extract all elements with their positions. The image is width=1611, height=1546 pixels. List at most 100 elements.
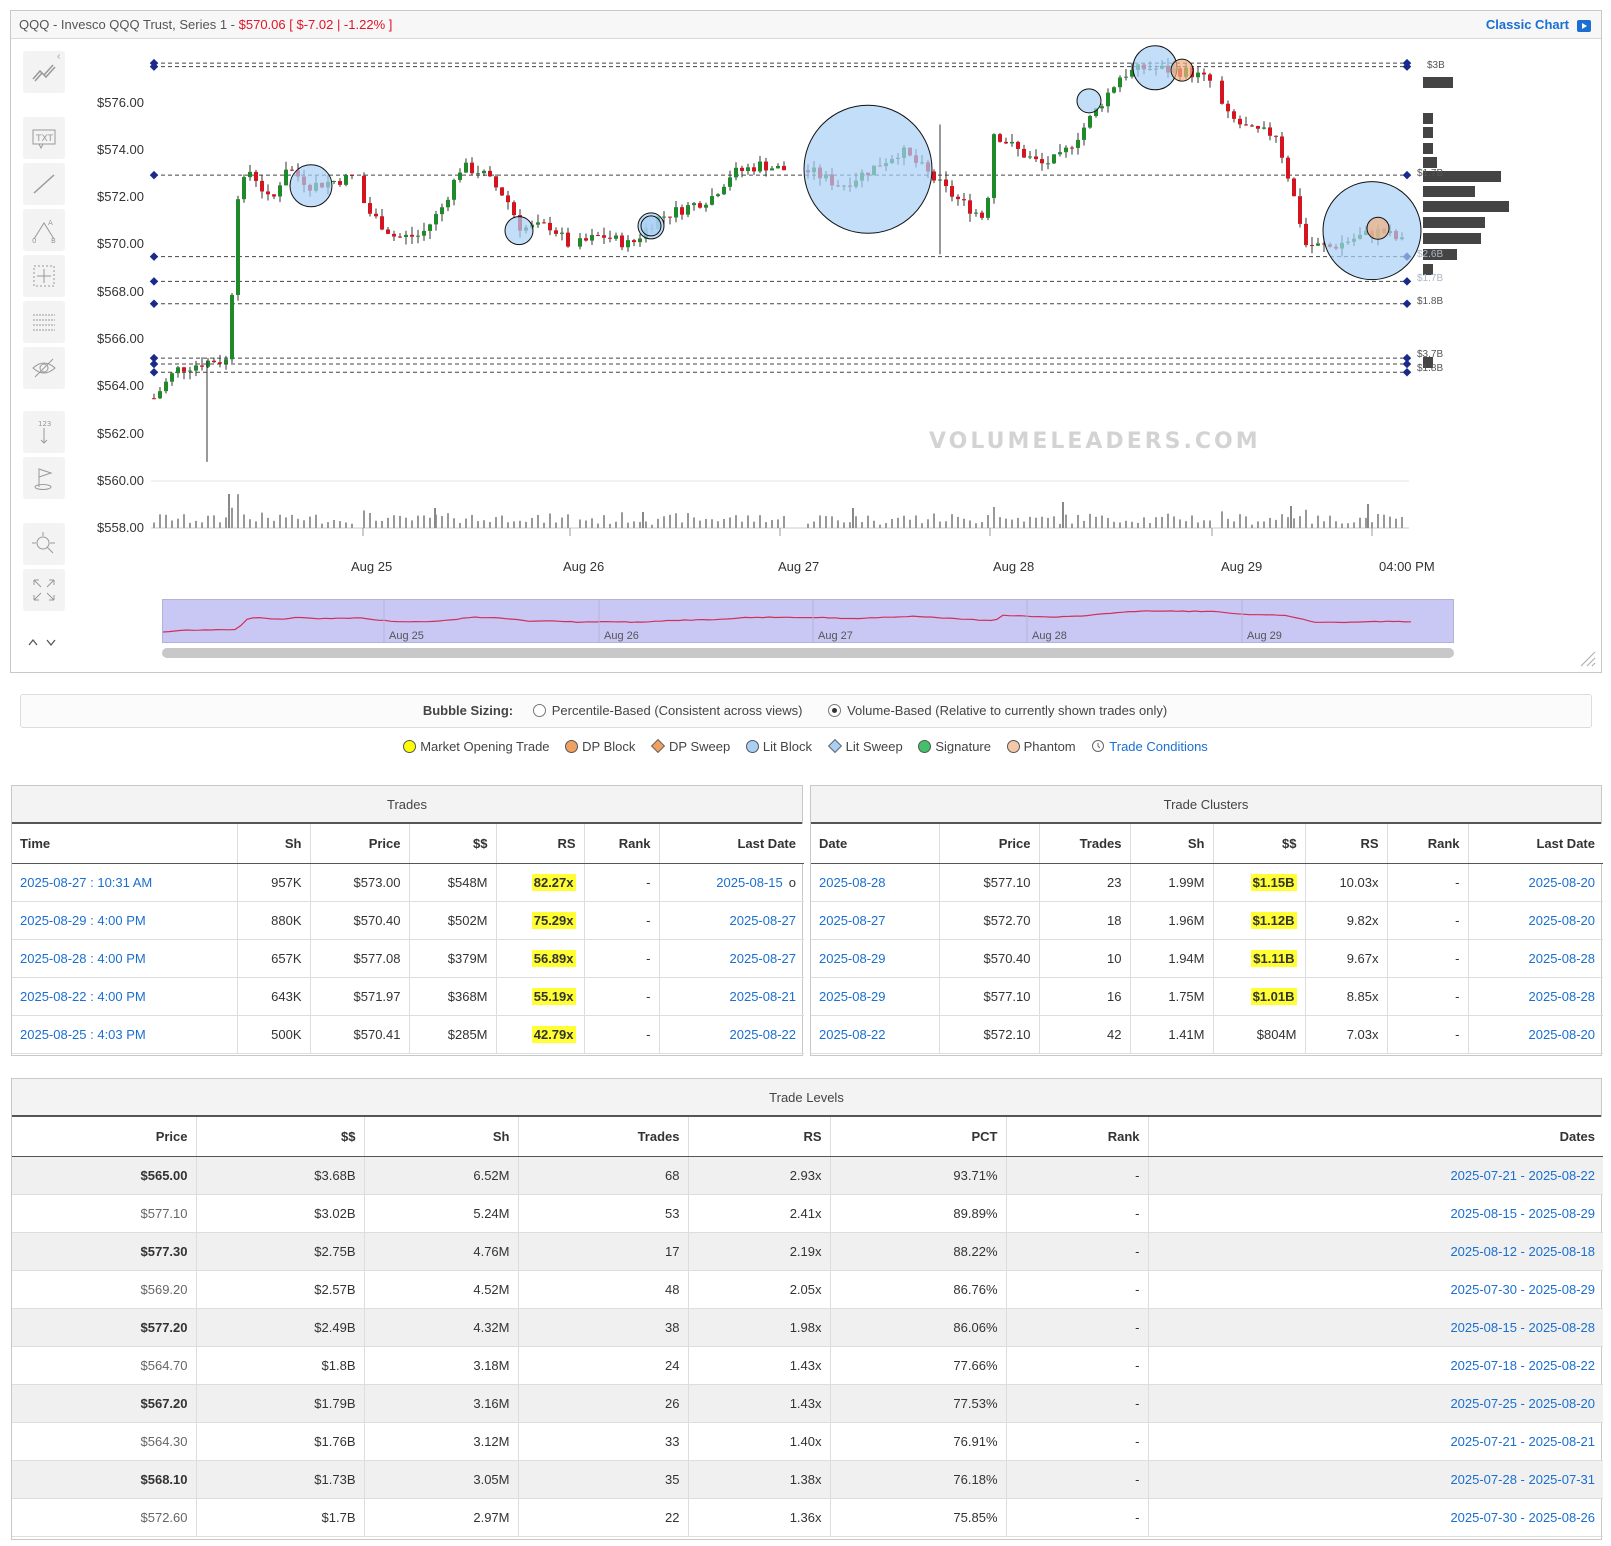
- trade-bubble[interactable]: [1132, 45, 1178, 91]
- last-date-cell[interactable]: 2025-08-15 o: [659, 863, 804, 902]
- candle-body[interactable]: [758, 161, 762, 172]
- trade-bubble[interactable]: [803, 104, 933, 234]
- cluster-date-cell[interactable]: 2025-08-29: [811, 939, 940, 978]
- candle-body[interactable]: [398, 236, 402, 238]
- candle-body[interactable]: [1118, 77, 1122, 88]
- text-tool-button[interactable]: TXT: [23, 117, 65, 159]
- trade-time-cell[interactable]: 2025-08-22 : 4:00 PM: [12, 977, 238, 1016]
- cluster-date-link[interactable]: 2025-08-29: [819, 988, 886, 1004]
- candle-body[interactable]: [728, 177, 732, 187]
- cluster-date-link[interactable]: 2025-08-28: [819, 874, 886, 890]
- candle-body[interactable]: [158, 391, 162, 399]
- column-header[interactable]: Dates: [1148, 1117, 1603, 1157]
- trade-time-link[interactable]: 2025-08-27 : 10:31 AM: [20, 874, 153, 890]
- trade-bubble[interactable]: [1366, 216, 1390, 240]
- date-range-link[interactable]: 2025-07-30 - 2025-08-26: [1450, 1509, 1595, 1525]
- last-date-link[interactable]: 2025-08-15: [716, 874, 783, 890]
- candle-body[interactable]: [506, 195, 510, 203]
- candle-body[interactable]: [1262, 127, 1266, 129]
- candle-body[interactable]: [560, 232, 564, 234]
- table-row[interactable]: 2025-08-22 : 4:00 PM 643K $571.97 $368M 55.1…: [12, 977, 804, 1016]
- candle-body[interactable]: [230, 294, 234, 360]
- legend-market-opening-trade[interactable]: Market Opening Trade: [403, 739, 550, 754]
- date-range-link[interactable]: 2025-07-18 - 2025-08-22: [1450, 1357, 1595, 1373]
- dates-cell[interactable]: 2025-07-21 - 2025-08-22: [1148, 1156, 1603, 1195]
- pattern-tool-button[interactable]: A 0 B: [23, 209, 65, 251]
- candle-body[interactable]: [536, 222, 540, 225]
- level-marker[interactable]: [1402, 353, 1412, 363]
- candle-body[interactable]: [236, 199, 240, 295]
- candle-body[interactable]: [392, 233, 396, 237]
- candle-body[interactable]: [1100, 106, 1104, 109]
- candle-body[interactable]: [1202, 72, 1206, 75]
- candle-body[interactable]: [1064, 147, 1068, 153]
- candle-body[interactable]: [152, 398, 156, 400]
- candle-body[interactable]: [254, 171, 258, 181]
- candle-body[interactable]: [662, 216, 666, 218]
- level-marker[interactable]: [149, 252, 159, 261]
- level-marker[interactable]: [1402, 170, 1412, 180]
- table-row[interactable]: 2025-08-28 : 4:00 PM 657K $577.08 $379M 56.8…: [12, 939, 804, 978]
- date-range-link[interactable]: 2025-08-15 - 2025-08-28: [1450, 1319, 1595, 1335]
- level-marker[interactable]: [1402, 367, 1412, 377]
- candle-body[interactable]: [218, 362, 222, 364]
- table-row[interactable]: 2025-08-25 : 4:03 PM 500K $570.41 $285M 42.7…: [12, 1015, 804, 1054]
- candle-body[interactable]: [602, 235, 606, 238]
- candle-body[interactable]: [1040, 159, 1044, 164]
- candle-body[interactable]: [260, 180, 264, 192]
- candle-body[interactable]: [176, 367, 180, 374]
- column-header[interactable]: Trades: [518, 1117, 689, 1157]
- candle-body[interactable]: [170, 373, 174, 382]
- candle-body[interactable]: [512, 202, 516, 216]
- dates-cell[interactable]: 2025-07-30 - 2025-08-26: [1148, 1498, 1603, 1537]
- column-header[interactable]: $$: [196, 1117, 365, 1157]
- trade-time-cell[interactable]: 2025-08-25 : 4:03 PM: [12, 1015, 238, 1054]
- column-header[interactable]: Last Date: [659, 824, 804, 864]
- measure-tool-button[interactable]: [23, 255, 65, 297]
- cluster-date-cell[interactable]: 2025-08-28: [811, 863, 940, 902]
- last-date-cell[interactable]: 2025-08-28: [1468, 977, 1603, 1016]
- date-range-link[interactable]: 2025-07-25 - 2025-08-20: [1450, 1395, 1595, 1411]
- cluster-date-link[interactable]: 2025-08-27: [819, 912, 886, 928]
- candle-body[interactable]: [212, 360, 216, 363]
- last-date-cell[interactable]: 2025-08-27: [659, 901, 804, 940]
- level-marker[interactable]: [1402, 359, 1412, 369]
- level-marker[interactable]: [149, 367, 159, 377]
- table-row[interactable]: 2025-08-29 $570.40 10 1.94M $1.11B 9.67x - 2025…: [811, 939, 1603, 978]
- candle-body[interactable]: [584, 238, 588, 241]
- candle-body[interactable]: [680, 207, 684, 215]
- candle-body[interactable]: [200, 365, 204, 367]
- date-range-link[interactable]: 2025-08-12 - 2025-08-18: [1450, 1243, 1595, 1259]
- last-date-link[interactable]: 2025-08-27: [729, 912, 797, 928]
- candle-body[interactable]: [338, 181, 342, 185]
- column-header[interactable]: Rank: [1006, 1117, 1149, 1157]
- candle-body[interactable]: [194, 365, 198, 371]
- candle-body[interactable]: [1250, 125, 1254, 127]
- line-tool-button[interactable]: [23, 163, 65, 205]
- candle-body[interactable]: [362, 175, 366, 204]
- candle-body[interactable]: [992, 134, 996, 199]
- candle-body[interactable]: [932, 171, 936, 181]
- column-header[interactable]: RS: [688, 1117, 831, 1157]
- column-header[interactable]: Sh: [1130, 824, 1214, 864]
- candle-body[interactable]: [1124, 76, 1128, 78]
- candle-body[interactable]: [1232, 111, 1236, 119]
- candle-body[interactable]: [1292, 178, 1296, 197]
- last-date-link[interactable]: 2025-08-20: [1528, 1026, 1596, 1042]
- table-row[interactable]: $572.60 $1.7B 2.97M 22 1.36x 75.85% - 2025-07-3…: [12, 1498, 1603, 1537]
- legend-dp-block[interactable]: DP Block: [565, 739, 635, 754]
- candle-body[interactable]: [470, 162, 474, 174]
- candle-body[interactable]: [626, 240, 630, 248]
- candle-body[interactable]: [734, 167, 738, 178]
- candle-body[interactable]: [614, 235, 618, 239]
- table-row[interactable]: $577.20 $2.49B 4.32M 38 1.98x 86.06% - 2025-08-…: [12, 1308, 1603, 1347]
- last-date-link[interactable]: 2025-08-28: [1528, 988, 1596, 1004]
- last-date-link[interactable]: 2025-08-20: [1528, 874, 1596, 890]
- chart-navigator[interactable]: Aug 25 Aug 26 Aug 27 Aug 28 Aug 29: [162, 599, 1454, 643]
- column-header[interactable]: Rank: [1387, 824, 1469, 864]
- last-date-cell[interactable]: 2025-08-28: [1468, 939, 1603, 978]
- candle-body[interactable]: [1256, 126, 1260, 129]
- last-date-link[interactable]: 2025-08-21: [729, 988, 797, 1004]
- column-header[interactable]: $$: [1213, 824, 1306, 864]
- last-date-cell[interactable]: 2025-08-27: [659, 939, 804, 978]
